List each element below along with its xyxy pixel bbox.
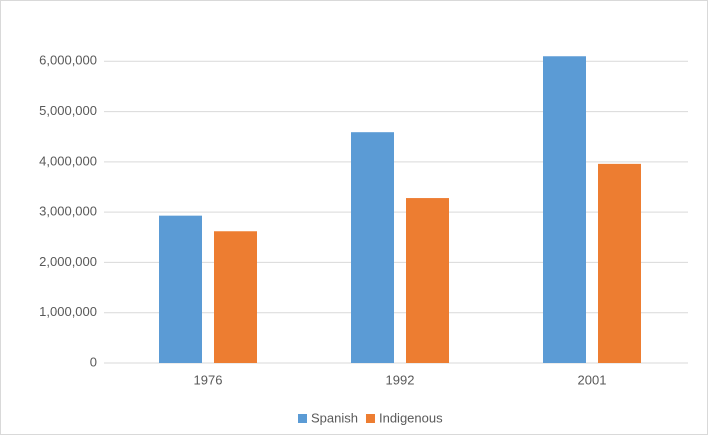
y-tick-label: 1,000,000	[39, 304, 97, 319]
x-tick-label: 1976	[194, 372, 223, 387]
bar	[214, 231, 257, 363]
bar	[543, 56, 586, 363]
bar	[159, 215, 202, 363]
y-tick-label: 5,000,000	[39, 103, 97, 118]
legend-swatch	[365, 414, 375, 423]
y-tick-label: 0	[90, 354, 97, 369]
y-tick-label: 4,000,000	[39, 153, 97, 168]
bar	[598, 163, 641, 363]
legend-label: Spanish	[311, 410, 358, 425]
x-tick-label: 2001	[578, 372, 607, 387]
x-tick-label: 1992	[386, 372, 415, 387]
bar	[351, 132, 394, 363]
y-tick-label: 6,000,000	[39, 53, 97, 68]
bar	[406, 198, 449, 363]
legend-swatch	[298, 414, 307, 423]
y-tick-label: 3,000,000	[39, 204, 97, 219]
legend-label: Indigenous	[379, 410, 443, 425]
y-tick-label: 2,000,000	[39, 254, 97, 269]
